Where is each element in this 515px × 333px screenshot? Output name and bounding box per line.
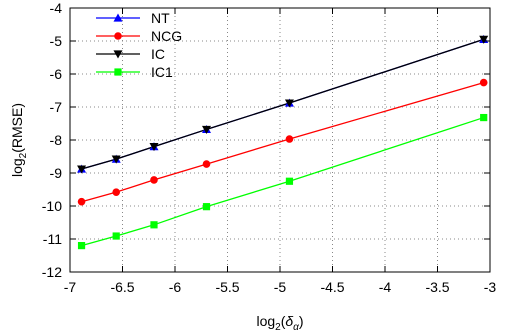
y-tick-label: -11 xyxy=(43,231,62,247)
data-point-ic xyxy=(111,155,121,164)
x-tick-label: -3 xyxy=(484,279,497,295)
legend-marker-ic xyxy=(113,50,123,59)
data-point-ic1 xyxy=(112,232,120,240)
x-tick-label: -5.5 xyxy=(215,279,239,295)
data-point-ic xyxy=(284,99,294,108)
data-point-ic xyxy=(149,143,159,152)
data-point-ncg xyxy=(479,78,488,87)
y-tick-label: -12 xyxy=(42,264,62,280)
legend-marker-nt xyxy=(113,13,123,22)
legend-marker-ic1 xyxy=(114,68,122,76)
series-line-ncg xyxy=(81,81,484,203)
x-tick-label: -7 xyxy=(64,279,77,295)
y-tick-label: -10 xyxy=(42,198,62,214)
y-tick-label: -7 xyxy=(50,99,63,115)
series-line-ic1 xyxy=(81,116,484,247)
y-tick-label: -8 xyxy=(50,132,63,148)
x-tick-label: -6.5 xyxy=(110,279,134,295)
data-point-ncg xyxy=(112,188,120,196)
x-tick-label: -4 xyxy=(379,279,392,295)
grid-lines xyxy=(70,8,490,272)
x-tick-label: -3.5 xyxy=(425,279,449,295)
x-tick-label: -4.5 xyxy=(320,279,344,295)
series-lines xyxy=(81,38,484,247)
y-tick-label: -6 xyxy=(50,66,63,82)
legend: NT NCG IC IC1 xyxy=(96,10,182,80)
data-point-ncg xyxy=(285,135,294,143)
axis-ticks: -7 -6.5 -6 -5.5 -5 -4.5 -4 -3.5 -3 -12 -11 -10 -9 -8 -… xyxy=(42,0,497,295)
legend-label-ic1: IC1 xyxy=(151,64,173,80)
legend-marker-ncg xyxy=(114,32,122,40)
legend-label-ic: IC xyxy=(151,46,165,62)
y-axis-label: log2(RMSE) xyxy=(9,103,29,177)
series-markers xyxy=(77,34,489,250)
x-tick-label: -5 xyxy=(274,279,287,295)
data-point-ic xyxy=(77,165,87,174)
y-tick-label: -5 xyxy=(50,33,63,49)
y-tick-label: -9 xyxy=(50,165,63,181)
legend-label-nt: NT xyxy=(151,10,170,26)
data-point-ic1 xyxy=(150,221,158,229)
data-point-ic1 xyxy=(480,113,488,122)
data-point-ic xyxy=(479,35,489,44)
data-point-ncg xyxy=(77,197,86,206)
data-point-ic1 xyxy=(285,177,294,185)
y-tick-label: -4 xyxy=(50,0,63,16)
data-point-ic1 xyxy=(77,242,86,250)
data-point-ic xyxy=(202,125,211,134)
legend-label-ncg: NCG xyxy=(151,28,182,44)
data-point-ic1 xyxy=(202,203,211,211)
series-line-ic xyxy=(81,38,484,170)
data-point-ncg xyxy=(202,160,211,168)
data-point-ncg xyxy=(150,176,158,184)
x-axis-label: log2(δα) xyxy=(256,313,303,333)
x-tick-label: -6 xyxy=(169,279,182,295)
